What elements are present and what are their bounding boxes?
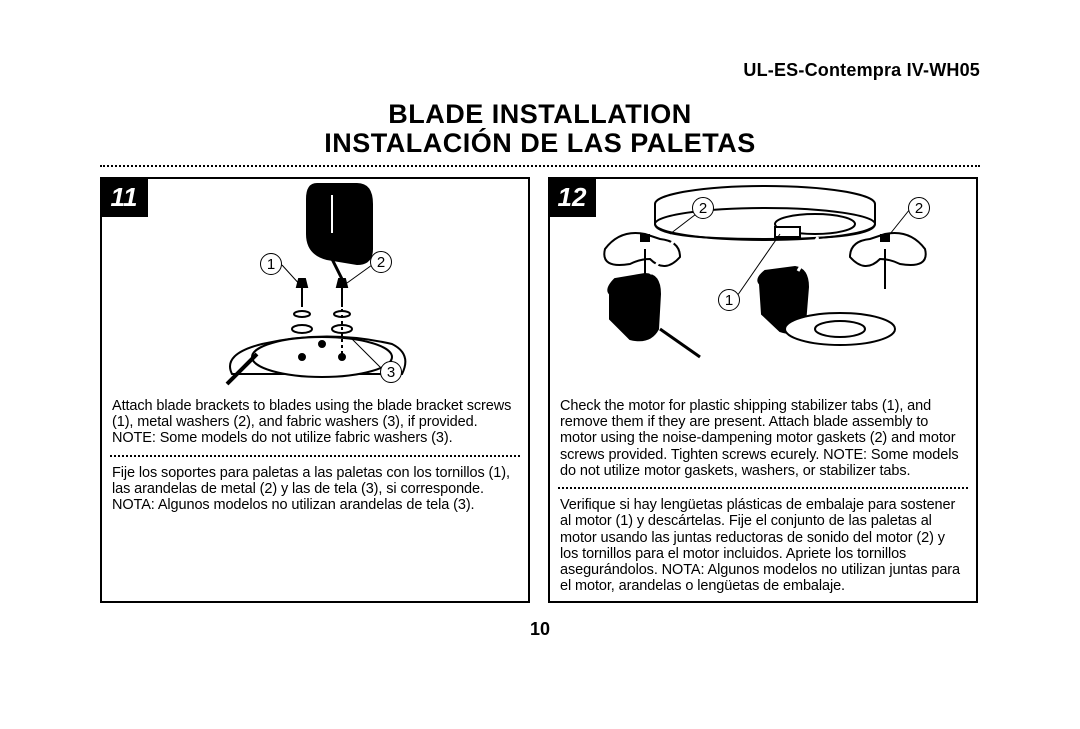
title-english: BLADE INSTALLATION bbox=[100, 99, 980, 130]
section-title: BLADE INSTALLATION INSTALACIÓN DE LAS PA… bbox=[100, 99, 980, 159]
model-number: UL-ES-Contempra IV-WH05 bbox=[100, 60, 980, 81]
callout-1: 1 bbox=[260, 253, 282, 275]
step-panel-12: 12 bbox=[548, 177, 978, 603]
title-spanish: INSTALACIÓN DE LAS PALETAS bbox=[100, 128, 980, 159]
callout-2-right: 2 bbox=[908, 197, 930, 219]
callout-2-left: 2 bbox=[692, 197, 714, 219]
callout-2: 2 bbox=[370, 251, 392, 273]
step11-text-english: Attach blade brackets to blades using th… bbox=[102, 394, 528, 453]
step-panel-11: 11 bbox=[100, 177, 530, 603]
illustration-12: 2 2 1 bbox=[550, 179, 976, 394]
callout-1-center: 1 bbox=[718, 289, 740, 311]
callout-3: 3 bbox=[380, 361, 402, 383]
step11-text-spanish: Fije los soportes para paletas a las pal… bbox=[102, 459, 528, 520]
step12-text-english: Check the motor for plastic shipping sta… bbox=[550, 394, 976, 485]
title-divider bbox=[100, 165, 980, 167]
lang-divider-12 bbox=[558, 487, 968, 489]
illustration-11: 1 2 3 bbox=[102, 179, 528, 394]
step12-text-spanish: Verifique si hay lengüetas plásticas de … bbox=[550, 491, 976, 600]
lang-divider-11 bbox=[110, 455, 520, 457]
page-number: 10 bbox=[100, 619, 980, 640]
